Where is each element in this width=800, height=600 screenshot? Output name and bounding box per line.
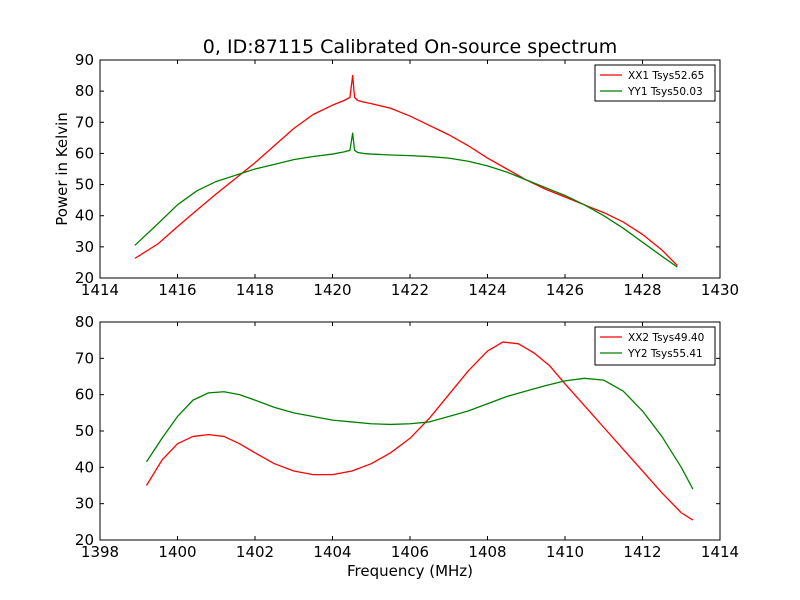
x-tick-label: 1426 <box>546 281 584 299</box>
y-tick-label: 20 <box>75 531 94 549</box>
series-line-bottom-0 <box>145 341 694 521</box>
legend-box <box>594 64 716 102</box>
x-tick-label: 1420 <box>313 281 351 299</box>
series-line-bottom-1 <box>145 377 694 490</box>
x-tick-label: 1424 <box>468 281 506 299</box>
y-tick-label: 50 <box>75 176 94 194</box>
x-tick-label: 1412 <box>623 543 661 561</box>
series-line-top-0 <box>134 74 678 266</box>
y-axis-title: Power in Kelvin <box>53 112 71 226</box>
y-tick-label: 70 <box>75 113 94 131</box>
y-tick-label: 80 <box>75 82 94 100</box>
y-tick-label: 40 <box>75 458 94 476</box>
x-tick-label: 1408 <box>468 543 506 561</box>
y-tick-label: 70 <box>75 349 94 367</box>
legend: XX2 Tsys49.40 YY2 Tsys55.41 <box>594 326 716 366</box>
x-tick-label: 1414 <box>81 281 119 299</box>
y-tick-label: 80 <box>75 313 94 331</box>
y-tick-label: 40 <box>75 207 94 225</box>
x-tick-label: 1404 <box>313 543 351 561</box>
x-tick-label: 1398 <box>81 543 119 561</box>
x-tick-label: 1422 <box>391 281 429 299</box>
x-tick-label: 1400 <box>158 543 196 561</box>
legend-box <box>594 326 716 366</box>
x-tick-label: 1430 <box>701 281 739 299</box>
y-tick-label: 60 <box>75 144 94 162</box>
figure-title: 0, ID:87115 Calibrated On-source spectru… <box>203 36 617 58</box>
x-tick-label: 1414 <box>701 543 739 561</box>
x-tick-label: 1402 <box>236 543 274 561</box>
y-tick-label: 30 <box>75 238 94 256</box>
legend-label: YY1 Tsys50.03 <box>627 86 703 98</box>
x-axis-title: Frequency (MHz) <box>347 562 473 580</box>
x-tick-label: 1428 <box>623 281 661 299</box>
y-tick-label: 50 <box>75 422 94 440</box>
x-tick-label: 1410 <box>546 543 584 561</box>
y-tick-label: 90 <box>75 51 94 69</box>
x-tick-label: 1406 <box>391 543 429 561</box>
legend-label: YY2 Tsys55.41 <box>627 348 703 360</box>
y-tick-label: 30 <box>75 495 94 513</box>
bottom-panel: 1398 1400 1402 1404 1406 1408 1410 1412 1414 20 30… <box>75 313 739 561</box>
legend-label: XX1 Tsys52.65 <box>628 70 704 82</box>
y-tick-label: 20 <box>75 269 94 287</box>
y-tick-label: 60 <box>75 386 94 404</box>
legend-label: XX2 Tsys49.40 <box>628 332 704 344</box>
series-line-top-1 <box>134 132 678 268</box>
legend: XX1 Tsys52.65 YY1 Tsys50.03 <box>594 64 716 102</box>
top-panel: 1414 1416 1418 1420 1422 1424 1426 1428 1430 20 30… <box>75 51 739 299</box>
x-tick-label: 1418 <box>236 281 274 299</box>
x-tick-label: 1416 <box>158 281 196 299</box>
